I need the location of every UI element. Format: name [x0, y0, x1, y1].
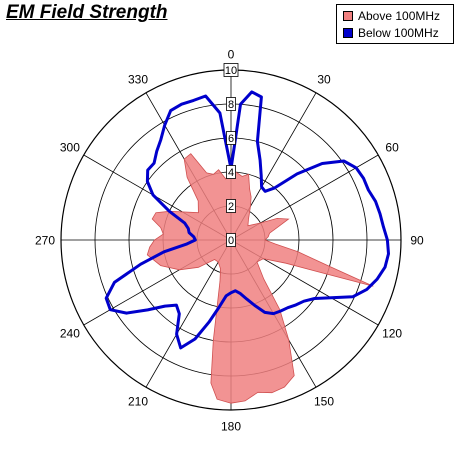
radial-tick-box	[226, 233, 236, 247]
legend-item-below: Below 100MHz	[343, 25, 439, 41]
angle-tick-label: 210	[128, 395, 148, 409]
radial-tick-box	[226, 97, 236, 111]
legend-swatch-below	[343, 28, 353, 38]
radial-tick-label: 2	[228, 201, 234, 213]
legend-label-below: Below 100MHz	[358, 26, 439, 40]
angle-tick-label: 270	[35, 234, 55, 248]
radial-tick-label: 4	[228, 167, 234, 179]
radial-tick-box	[226, 165, 236, 179]
angle-tick-label: 300	[60, 141, 80, 155]
angle-tick-label: 240	[60, 327, 80, 341]
series-layer	[104, 90, 390, 404]
angle-tick-label: 150	[314, 395, 334, 409]
radial-tick-box	[226, 131, 236, 145]
radial-tick-label: 10	[225, 65, 237, 77]
radial-tick-label: 8	[228, 99, 234, 111]
radial-tick-label: 0	[228, 235, 234, 247]
angle-tick-label: 90	[410, 234, 424, 248]
radial-axis: 0 2 4 6 8 10	[223, 63, 239, 247]
angle-tick-label: 0	[228, 48, 235, 62]
series-below-100mhz-line	[104, 90, 390, 350]
radial-tick-box	[226, 199, 236, 213]
grid-spoke	[145, 239, 232, 388]
legend-swatch-above	[343, 11, 353, 21]
legend-item-above: Above 100MHz	[343, 8, 440, 24]
angle-tick-label: 60	[385, 141, 399, 155]
series-above-100mhz-area	[146, 153, 374, 404]
angle-tick-label: 30	[317, 72, 331, 86]
angle-tick-label: 180	[221, 420, 241, 434]
radial-tick-label: 6	[228, 133, 234, 145]
angle-tick-label: 120	[382, 327, 402, 341]
legend: Above 100MHz Below 100MHz	[336, 4, 454, 44]
angle-tick-label: 330	[128, 72, 148, 86]
radial-tick-box	[223, 63, 239, 77]
chart-title: EM Field Strength	[6, 2, 168, 23]
legend-label-above: Above 100MHz	[358, 9, 441, 23]
